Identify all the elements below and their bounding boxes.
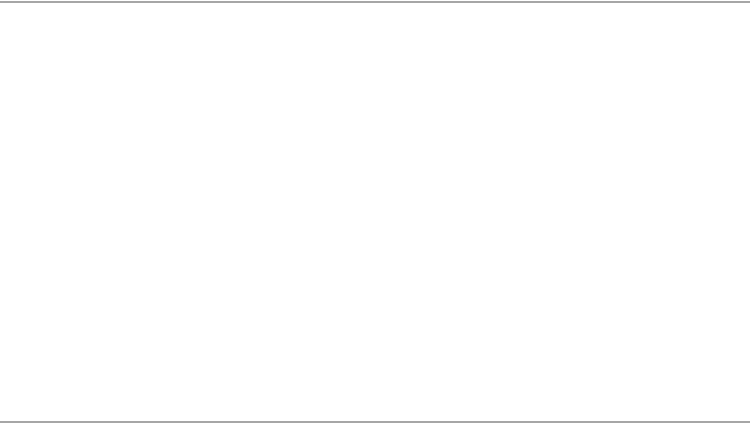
- stacked-bar-chart-with-data-table: [0, 0, 750, 430]
- data-table: [0, 337, 744, 417]
- chart-frame-bottom-line: [0, 421, 750, 423]
